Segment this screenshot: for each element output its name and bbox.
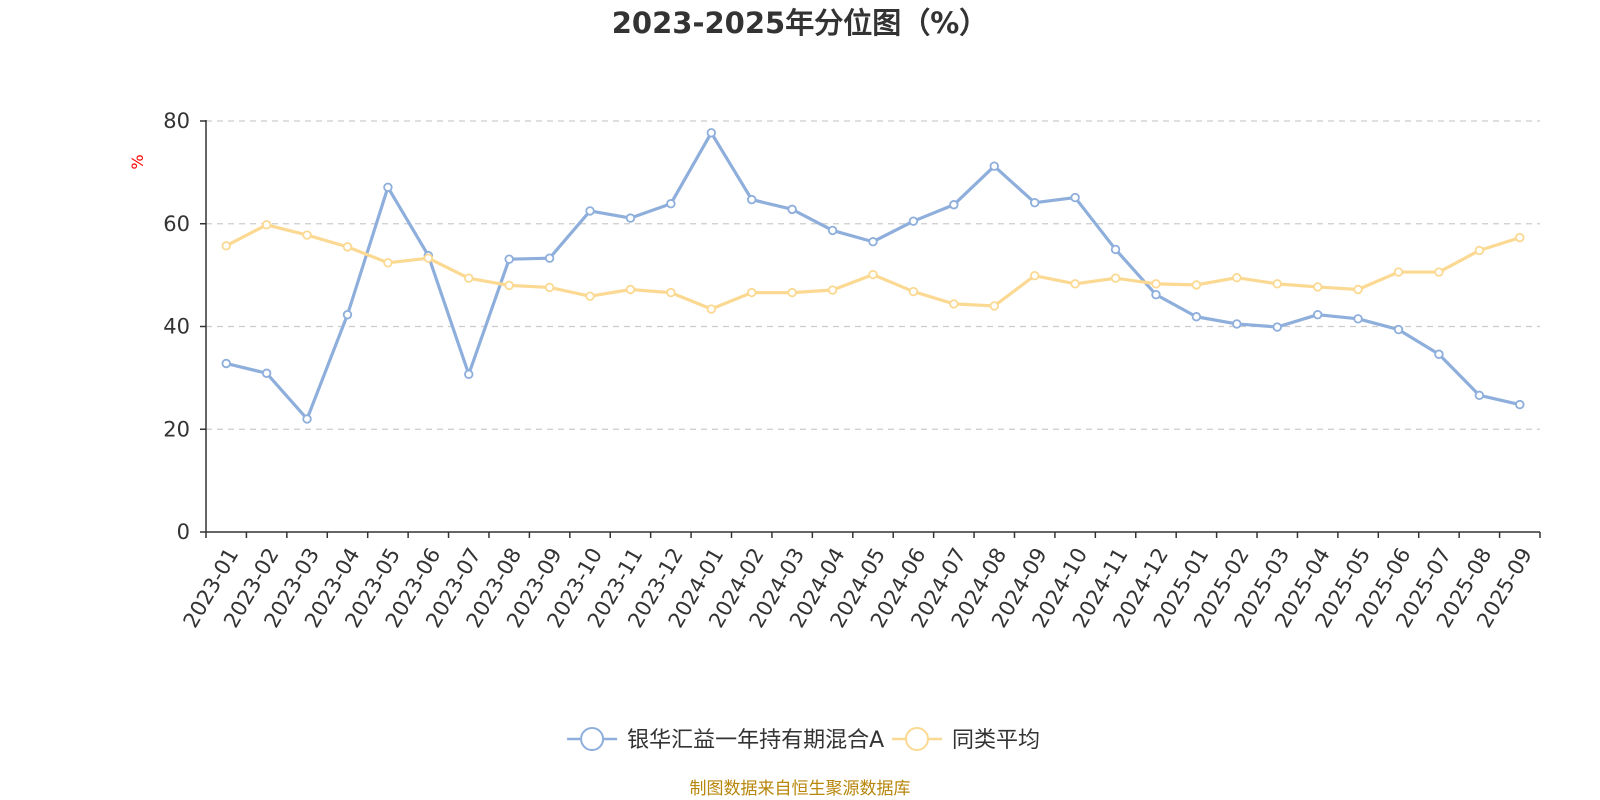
legend-item-1[interactable]: 银华汇益一年持有期混合A	[567, 727, 884, 753]
data-point-2-2025-07[interactable]	[1434, 267, 1444, 277]
data-point-2-2025-05[interactable]	[1353, 284, 1363, 295]
data-point-2-2024-03[interactable]	[787, 287, 797, 298]
y-tick-label-20: 20	[163, 417, 190, 441]
data-point-2-2025-02[interactable]	[1232, 272, 1242, 283]
legend[interactable]: 银华汇益一年持有期混合A 同类平均	[567, 727, 1040, 753]
y-tick-label-40: 40	[163, 315, 190, 339]
data-point-1-2024-04[interactable]	[827, 225, 838, 236]
chart-title: 2023-2025年分位图（%）	[612, 6, 989, 40]
y-tick-label-60: 60	[163, 212, 190, 236]
data-point-1-2024-07[interactable]	[949, 200, 959, 210]
data-point-1-2024-10[interactable]	[1070, 192, 1080, 203]
data-point-2-2023-07[interactable]	[464, 273, 474, 283]
legend-label-2: 同类平均	[952, 728, 1040, 753]
data-point-2-2023-03[interactable]	[302, 230, 312, 240]
data-point-1-2023-11[interactable]	[625, 213, 636, 223]
data-point-2-2025-01[interactable]	[1191, 280, 1202, 290]
data-point-1-2023-04[interactable]	[342, 309, 353, 320]
data-point-2-2025-03[interactable]	[1272, 279, 1282, 289]
data-point-2-2024-04[interactable]	[827, 285, 838, 295]
legend-item-2[interactable]: 同类平均	[891, 727, 1040, 753]
data-point-1-2024-03[interactable]	[787, 204, 797, 215]
data-point-2-2023-08[interactable]	[504, 280, 514, 291]
y-tick-label-0: 0	[177, 520, 190, 544]
data-point-1-2025-09[interactable]	[1515, 399, 1525, 410]
data-point-2-2024-12[interactable]	[1151, 279, 1161, 289]
data-point-2-2023-01[interactable]	[221, 241, 231, 251]
gridlines	[206, 120, 1540, 430]
data-point-1-2024-01[interactable]	[706, 128, 717, 138]
data-point-2-2024-07[interactable]	[949, 299, 959, 309]
data-point-2-2023-06[interactable]	[423, 253, 434, 263]
data-point-2-2024-08[interactable]	[989, 301, 999, 311]
series-2	[221, 220, 1525, 314]
data-point-1-2025-08[interactable]	[1474, 390, 1485, 401]
data-point-1-2023-02[interactable]	[261, 368, 272, 378]
data-point-1-2025-07[interactable]	[1434, 349, 1444, 359]
data-point-1-2025-05[interactable]	[1353, 314, 1363, 324]
data-point-2-2024-09[interactable]	[1029, 270, 1040, 281]
data-point-1-2023-07[interactable]	[464, 369, 474, 379]
data-point-2-2025-08[interactable]	[1474, 245, 1485, 256]
data-point-2-2023-09[interactable]	[544, 282, 555, 293]
data-point-1-2024-02[interactable]	[747, 194, 757, 205]
data-point-1-2025-03[interactable]	[1272, 322, 1282, 332]
x-axis-ticks: 2023-012023-022023-032023-042023-052023-…	[179, 532, 1541, 632]
series-1	[221, 128, 1525, 424]
legend-circle-icon	[580, 727, 605, 751]
data-point-1-2024-09[interactable]	[1029, 197, 1040, 208]
legend-label-1: 银华汇益一年持有期混合A	[627, 728, 884, 753]
data-point-1-2023-03[interactable]	[302, 414, 312, 424]
data-point-2-2023-10[interactable]	[585, 291, 595, 301]
data-point-2-2023-04[interactable]	[342, 242, 353, 252]
data-point-2-2023-05[interactable]	[383, 258, 393, 268]
y-axis-ticks: 0 20 40 60 80	[163, 109, 206, 544]
source-note: 制图数据来自恒生聚源数据库	[690, 779, 911, 799]
data-point-1-2023-12[interactable]	[666, 199, 676, 209]
data-point-1-2024-12[interactable]	[1151, 289, 1161, 300]
legend-circle-icon	[904, 727, 929, 751]
data-point-2-2024-11[interactable]	[1110, 273, 1121, 283]
y-axis-label: %	[128, 154, 147, 169]
data-point-1-2024-05[interactable]	[868, 237, 878, 247]
y-tick-label-80: 80	[163, 109, 190, 133]
data-point-2-2024-10[interactable]	[1070, 279, 1080, 289]
data-point-2-2025-04[interactable]	[1312, 282, 1323, 292]
data-point-1-2025-01[interactable]	[1191, 312, 1202, 322]
data-point-1-2023-08[interactable]	[504, 254, 514, 264]
data-point-1-2023-10[interactable]	[585, 206, 595, 216]
series-group	[221, 128, 1525, 424]
data-point-2-2023-02[interactable]	[261, 220, 272, 230]
data-point-2-2024-05[interactable]	[868, 269, 878, 280]
data-point-1-2024-08[interactable]	[989, 161, 999, 171]
data-point-1-2023-01[interactable]	[221, 358, 231, 369]
data-point-1-2023-05[interactable]	[383, 182, 393, 192]
data-point-1-2024-06[interactable]	[908, 216, 919, 226]
data-point-1-2025-02[interactable]	[1232, 319, 1242, 329]
data-point-2-2023-12[interactable]	[666, 287, 676, 298]
data-point-2-2025-09[interactable]	[1515, 232, 1525, 243]
data-point-2-2023-11[interactable]	[625, 284, 636, 295]
data-point-1-2025-06[interactable]	[1393, 324, 1404, 335]
data-point-2-2025-06[interactable]	[1393, 267, 1404, 277]
data-point-2-2024-01[interactable]	[706, 304, 717, 314]
data-point-2-2024-02[interactable]	[747, 287, 757, 298]
data-point-1-2023-09[interactable]	[544, 253, 555, 263]
data-point-1-2024-11[interactable]	[1110, 244, 1121, 255]
data-point-1-2025-04[interactable]	[1312, 309, 1323, 320]
data-point-2-2024-06[interactable]	[908, 286, 919, 297]
